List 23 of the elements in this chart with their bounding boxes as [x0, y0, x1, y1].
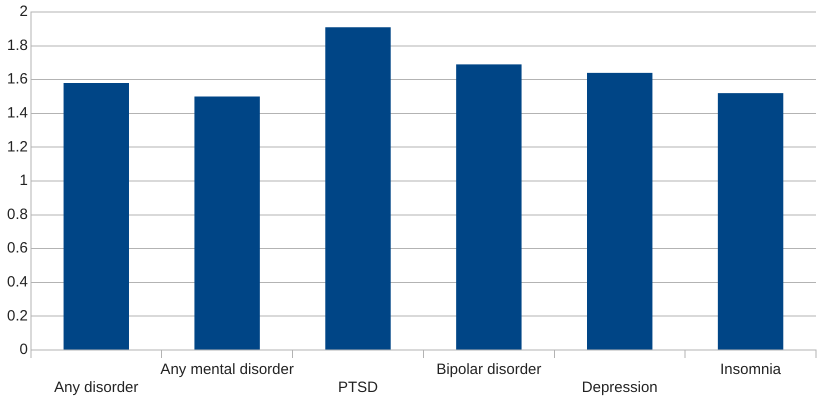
y-tick-label: 0: [20, 341, 28, 358]
y-tick-label: 0.8: [6, 206, 28, 223]
bar: [718, 93, 784, 350]
x-tick-label: PTSD: [338, 379, 378, 396]
y-tick-label: 0.2: [6, 307, 28, 324]
x-tick-label: Any disorder: [54, 379, 138, 396]
x-tick-label: Insomnia: [720, 361, 782, 378]
y-tick-label: 1: [20, 172, 28, 190]
bar: [456, 64, 522, 350]
y-tick-label: 1.6: [6, 70, 28, 88]
bar: [64, 82, 129, 350]
x-tick-label: Any mental disorder: [160, 361, 294, 378]
y-tick-label: 0.6: [6, 240, 28, 257]
bar: [587, 72, 652, 350]
bar: [325, 27, 391, 350]
y-tick-label: 0.4: [6, 274, 28, 291]
y-tick-label: 1.4: [6, 104, 28, 122]
x-tick-label: Bipolar disorder: [436, 361, 542, 378]
bar: [194, 96, 260, 350]
y-tick-label: 1.2: [6, 138, 28, 156]
y-tick-label: 2: [20, 3, 28, 20]
y-tick-label: 1.8: [6, 36, 28, 54]
x-tick-label: Depression: [582, 379, 658, 396]
